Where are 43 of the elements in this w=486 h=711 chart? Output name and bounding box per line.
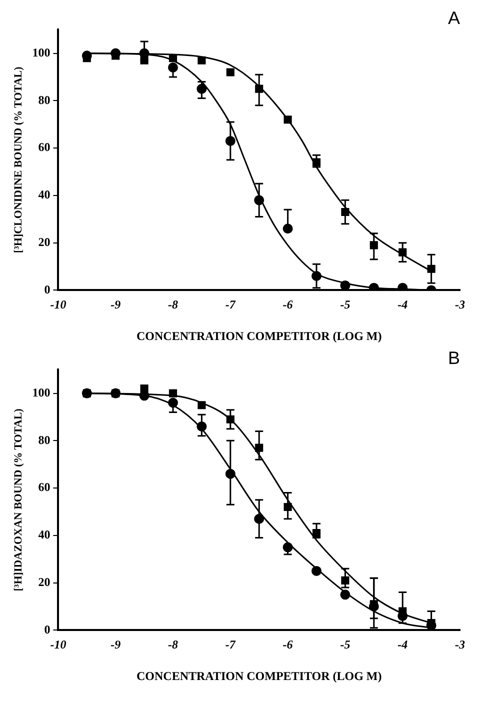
point <box>340 280 350 290</box>
y-axis-title: [³H]IDAZOXAN BOUND (% TOTAL) <box>12 408 24 592</box>
y-tick-label: 80 <box>38 92 50 107</box>
x-tick-label: -5 <box>340 297 350 312</box>
y-tick-label: 80 <box>38 432 50 447</box>
y-tick-label: 0 <box>44 622 50 636</box>
chart-title: B <box>448 348 460 368</box>
chart-title: A <box>448 8 460 28</box>
x-tick-label: -4 <box>398 637 408 652</box>
x-tick-label: -9 <box>110 297 121 312</box>
y-tick-label: 60 <box>38 140 50 154</box>
point <box>168 389 178 398</box>
y-tick-label: 40 <box>38 188 50 202</box>
y-tick-label: 40 <box>38 528 50 542</box>
x-tick-label: -7 <box>225 297 236 312</box>
x-tick-label: -8 <box>168 637 178 652</box>
x-tick-label: -9 <box>110 637 121 652</box>
point <box>340 590 350 600</box>
x-tick-label: -6 <box>282 637 293 652</box>
point <box>368 282 379 290</box>
x-tick-label: -4 <box>398 297 408 312</box>
x-tick-label: -3 <box>455 297 465 312</box>
point <box>198 56 206 64</box>
x-tick-label: -3 <box>455 637 465 652</box>
x-tick-label: -10 <box>50 297 66 312</box>
point <box>198 401 206 410</box>
x-tick-label: -6 <box>282 297 293 312</box>
point <box>312 566 322 576</box>
x-tick-label: -7 <box>225 637 236 652</box>
y-axis-title: [³H]CLONIDINE BOUND (% TOTAL) <box>12 66 24 254</box>
y-tick-label: 60 <box>38 480 50 494</box>
y-tick-label: 100 <box>32 385 50 400</box>
y-tick-label: 20 <box>38 574 50 589</box>
y-tick-label: 20 <box>38 234 50 249</box>
x-tick-label: -5 <box>340 637 350 652</box>
y-tick-label: 100 <box>32 45 50 60</box>
x-tick-label: -8 <box>168 297 178 312</box>
y-tick-label: 0 <box>44 282 50 296</box>
point <box>284 116 292 124</box>
x-tick-label: -10 <box>50 637 66 652</box>
x-axis-title: CONCENTRATION COMPETITOR (LOG M) <box>136 668 382 683</box>
x-axis-title: CONCENTRATION COMPETITOR (LOG M) <box>136 328 382 343</box>
point <box>226 68 234 76</box>
